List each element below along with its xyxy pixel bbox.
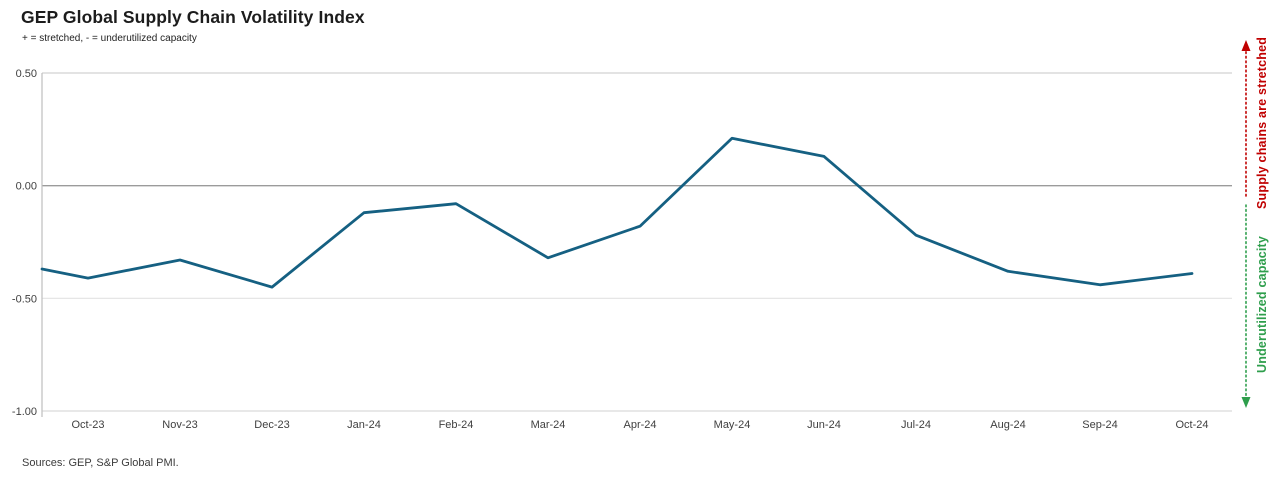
x-tick-label: Apr-24 bbox=[623, 419, 656, 431]
x-tick-label: Nov-23 bbox=[162, 419, 197, 431]
down-arrowhead-icon bbox=[1241, 397, 1251, 408]
chart-subtitle: + = stretched, - = underutilized capacit… bbox=[22, 33, 197, 44]
x-tick-label: Sep-24 bbox=[1082, 419, 1117, 431]
x-tick-label: May-24 bbox=[714, 419, 751, 431]
x-tick-label: Jan-24 bbox=[347, 419, 381, 431]
y-tick-label: -1.00 bbox=[12, 406, 37, 418]
y-tick-label: 0.50 bbox=[16, 68, 37, 80]
x-tick-label: Mar-24 bbox=[531, 419, 566, 431]
series-line bbox=[40, 136, 1194, 289]
x-tick-label: Oct-23 bbox=[71, 419, 104, 431]
annotation-stretched-label: Supply chains are stretched bbox=[1255, 36, 1269, 210]
y-tick-label: -0.50 bbox=[12, 293, 37, 305]
y-tick-label: 0.00 bbox=[16, 181, 37, 193]
annotation-supply-chains-stretched: Supply chains are stretched bbox=[1251, 37, 1273, 209]
x-tick-label: Oct-24 bbox=[1175, 419, 1208, 431]
source-note: Sources: GEP, S&P Global PMI. bbox=[22, 457, 179, 469]
x-tick-label: Jul-24 bbox=[901, 419, 931, 431]
x-tick-label: Dec-23 bbox=[254, 419, 289, 431]
x-tick-label: Feb-24 bbox=[439, 419, 474, 431]
annotation-underutilized-capacity: Underutilized capacity bbox=[1251, 206, 1273, 402]
annotation-underutilized-label: Underutilized capacity bbox=[1255, 235, 1269, 373]
x-tick-label: Aug-24 bbox=[990, 419, 1025, 431]
up-arrowhead-icon bbox=[1241, 40, 1251, 51]
chart-title: GEP Global Supply Chain Volatility Index bbox=[21, 7, 365, 27]
x-tick-label: Jun-24 bbox=[807, 419, 841, 431]
